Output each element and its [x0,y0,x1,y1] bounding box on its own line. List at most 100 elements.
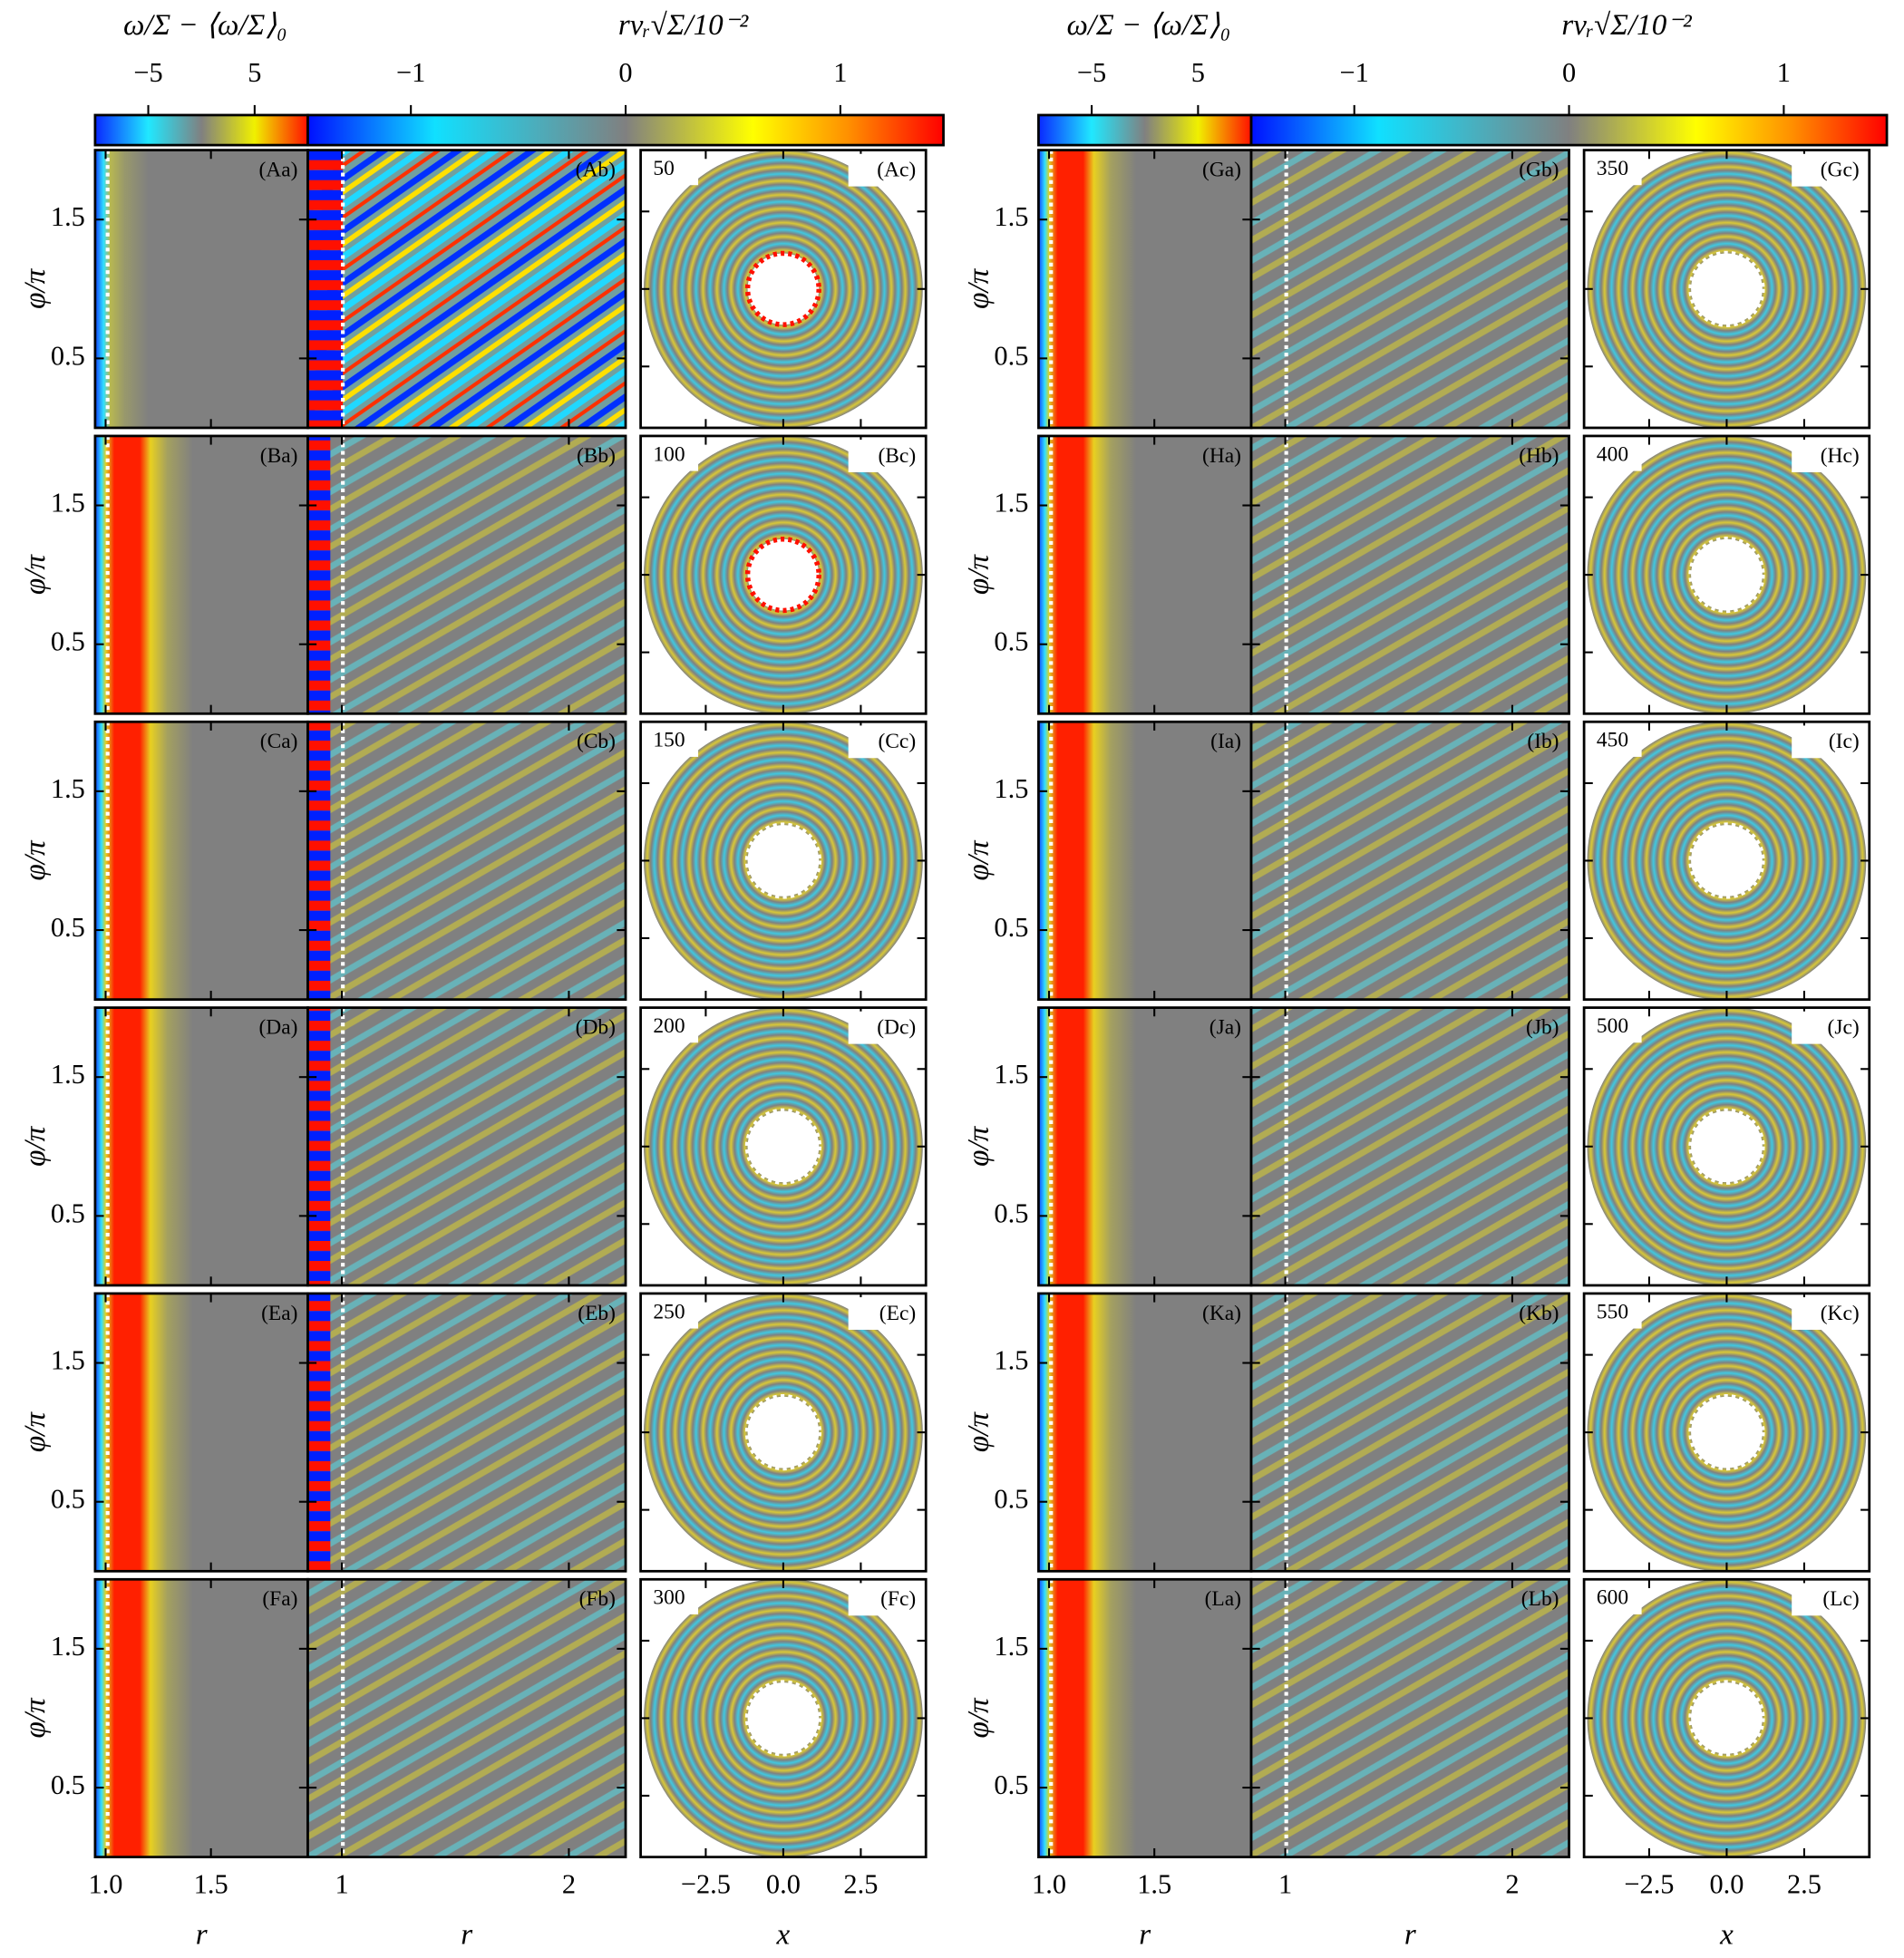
vorticity-field [1038,150,1252,428]
x-axis-label: r [461,1918,472,1952]
time-label: 250 [653,1300,685,1323]
x-tick-label: 2 [1505,1869,1519,1900]
time-label-bg [1586,438,1642,471]
x-axis-label: x [776,1918,791,1952]
panel-label: (Kc) [1821,1302,1860,1325]
velocity-field [307,1007,627,1285]
velocity-field [1251,1007,1569,1285]
x-tick-label: 1.0 [89,1869,123,1900]
y-tick-label: 1.5 [51,1059,85,1090]
panel-frame [639,1577,928,1859]
panel-label: (Bb) [577,444,616,468]
panel-frame [306,1292,627,1573]
y-tick-label: 0.5 [994,1484,1028,1515]
colorbar-tick-label: 1 [1777,57,1791,88]
panel-label: (Ca) [260,730,298,753]
y-tick-label: 0.5 [51,912,85,943]
inner-hole [1688,822,1765,899]
panel-label-bg [848,1583,921,1616]
colorbar [93,113,309,147]
panel-label: (Gc) [1821,158,1860,181]
panel-label: (Ea) [261,1302,297,1325]
y-tick-label: 0.5 [51,1769,85,1800]
velocity-field [307,1293,627,1572]
vorticity-field [94,722,308,1000]
y-tick-label: 0.5 [994,626,1028,657]
panel-frame [639,434,928,715]
y-tick-label: 0.5 [51,1197,85,1228]
time-label: 350 [1597,157,1628,180]
panel-label: (Jc) [1828,1015,1860,1039]
panel-label: (Ga) [1202,158,1241,181]
panel-frame [1249,1006,1570,1287]
panel-frame [1582,434,1871,715]
panel-label: (Ic) [1829,730,1860,753]
panel-frame [1249,720,1570,1002]
inner-hole [1688,1108,1765,1185]
inner-hole [744,1108,821,1185]
panel-label: (Ka) [1202,1302,1241,1325]
panel-label: (Hc) [1821,444,1860,468]
panel-label: (Lb) [1521,1587,1559,1611]
y-axis-label: φ/π [962,1697,996,1739]
y-tick-label: 1.5 [51,1344,85,1375]
time-label: 100 [653,442,685,466]
inner-hole [744,822,821,899]
edge-strip [307,722,331,1000]
y-tick-label: 1.5 [51,1631,85,1662]
colorbar-label: ω/Σ − ⟨ω/Σ⟩₀ [123,8,287,42]
colorbar-tick-label: 5 [248,57,261,88]
colorbar-tick-label: −5 [1077,57,1106,88]
panel-label-bg [1792,440,1865,472]
panel-label: (Ab) [576,158,616,181]
x-tick-label: 0.0 [766,1869,801,1900]
panel-label: (Cb) [577,730,616,753]
x-tick-label: 2.5 [843,1869,878,1900]
vorticity-field [94,150,308,428]
colorbar-tick-label: 5 [1191,57,1205,88]
time-label-bg [1586,1010,1642,1043]
panel-label: (Fc) [880,1587,916,1611]
y-axis-label: φ/π [962,1125,996,1167]
vorticity-field [94,1007,308,1285]
y-tick-label: 1.5 [994,773,1028,804]
panel-frame [639,149,928,430]
inner-hole [1688,250,1765,327]
panel-label-bg [1792,1583,1865,1616]
x-tick-label: 2.5 [1787,1869,1821,1900]
panel-label-bg [1792,153,1865,187]
panel-label: (Ec) [879,1302,916,1325]
velocity-field [1251,435,1569,714]
inner-hole [744,1680,821,1757]
inner-hole [744,1394,821,1471]
panel-label: (La) [1205,1587,1241,1611]
time-label-bg [1586,724,1642,757]
time-label-bg [1586,152,1642,186]
panel-frame [1249,1292,1570,1573]
panel-frame [1582,720,1871,1002]
panel-frame [639,1292,928,1573]
velocity-field [307,1579,627,1857]
vorticity-field [94,1293,308,1572]
vorticity-field [1038,1579,1252,1857]
colorbar-label: ω/Σ − ⟨ω/Σ⟩₀ [1066,8,1230,42]
y-tick-label: 0.5 [994,1769,1028,1800]
panel-frame [1582,149,1871,430]
time-label: 150 [653,729,685,752]
y-axis-label: φ/π [18,1411,52,1453]
time-label-bg [643,1582,699,1614]
y-axis-label: φ/π [962,554,996,596]
colorbar-tick-label: −1 [1340,57,1369,88]
panel-label-bg [848,725,921,759]
panel-frame [1582,1292,1871,1573]
y-tick-label: 1.5 [994,201,1028,232]
y-axis-label: φ/π [18,267,52,309]
y-tick-label: 1.5 [994,487,1028,518]
panel-label: (Lc) [1822,1587,1859,1611]
time-label-bg [643,1295,699,1329]
vorticity-field [94,435,308,714]
inner-hole [744,250,821,327]
panel-label: (Fb) [579,1587,616,1611]
panel-frame [306,720,627,1002]
